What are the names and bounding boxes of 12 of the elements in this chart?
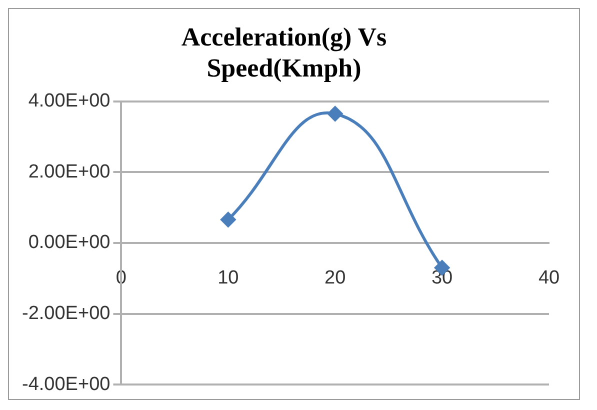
y-tick-label: -4.00E+00 [22, 374, 110, 395]
x-tick-label: 10 [218, 268, 239, 289]
y-tick-label: -2.00E+00 [22, 303, 110, 324]
point [220, 212, 236, 228]
x-tick-label: 40 [538, 268, 560, 289]
y-tick-label: 4.00E+00 [28, 90, 110, 112]
y-tick-label: 0.00E+00 [28, 232, 110, 254]
text: Speed(Kmph) [206, 54, 362, 83]
point [328, 106, 343, 122]
text: Acceleration(g) Vs [181, 22, 387, 52]
x-tick-label: 20 [324, 268, 346, 289]
y-tick-label: 2.00E+00 [28, 161, 110, 182]
